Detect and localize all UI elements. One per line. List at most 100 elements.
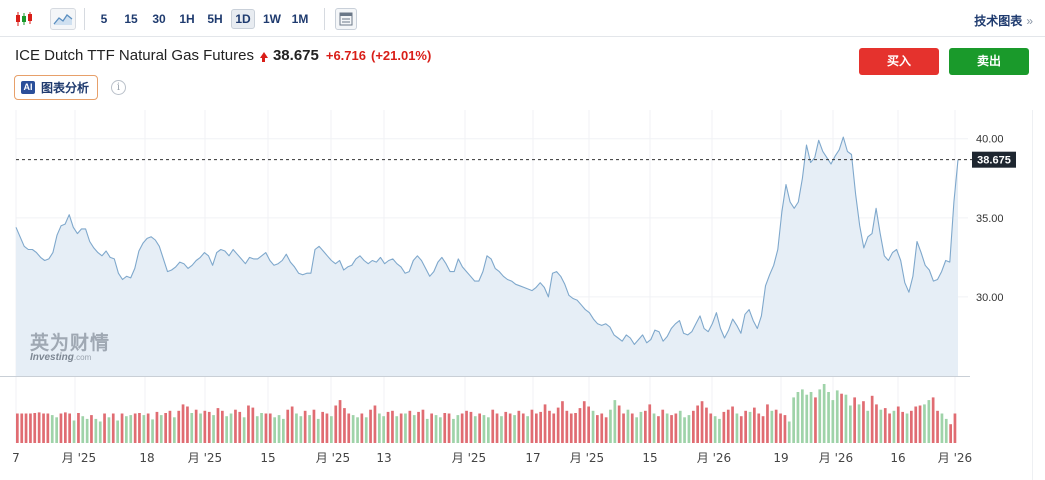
layout-icon[interactable] bbox=[335, 8, 357, 30]
interval-15[interactable]: 15 bbox=[124, 12, 138, 26]
volume-bar bbox=[613, 400, 617, 443]
interval-1d[interactable]: 1D bbox=[231, 9, 255, 29]
price-chart[interactable]: 38.675 30.00 35.00 40.00 7 月 '25 18 月 '25 15 月 '2… bbox=[0, 110, 1045, 480]
volume-bar bbox=[822, 384, 826, 443]
area-chart-icon[interactable] bbox=[50, 8, 76, 30]
candlestick-icon[interactable] bbox=[11, 8, 37, 30]
x-tick-label: 15 bbox=[260, 451, 275, 465]
investing-logo: 英为财情 Investing.com bbox=[30, 328, 110, 363]
x-tick-label: 月 '25 bbox=[62, 451, 96, 465]
volume-bar bbox=[72, 420, 76, 443]
x-tick-label: 月 '26 bbox=[697, 451, 731, 465]
volume-bar bbox=[849, 405, 852, 443]
volume-bar bbox=[77, 413, 80, 443]
volume-bar bbox=[543, 404, 547, 443]
volume-bar bbox=[151, 419, 154, 443]
volume-bar bbox=[574, 413, 577, 443]
interval-5h[interactable]: 5H bbox=[207, 12, 223, 26]
interval-30[interactable]: 30 bbox=[152, 12, 166, 26]
volume-bar bbox=[68, 413, 71, 443]
volume-bar bbox=[844, 394, 848, 443]
volume-bar bbox=[866, 410, 870, 443]
volume-bar bbox=[792, 397, 795, 443]
volume-bar bbox=[251, 407, 255, 443]
x-tick-label: 月 '25 bbox=[452, 451, 486, 465]
x-tick-label: 19 bbox=[773, 451, 788, 465]
volume-bar bbox=[29, 413, 32, 443]
volume-bar bbox=[225, 416, 228, 443]
interval-1h[interactable]: 1H bbox=[179, 12, 195, 26]
volume-bar bbox=[840, 393, 843, 443]
volume-bar bbox=[883, 408, 887, 443]
volume-bar bbox=[33, 413, 37, 443]
volume-bar bbox=[770, 410, 774, 443]
volume-bar bbox=[255, 416, 259, 443]
volume-bar bbox=[456, 415, 460, 443]
volume-bar bbox=[670, 415, 673, 443]
volume-bar bbox=[129, 415, 133, 443]
volume-bar bbox=[447, 413, 451, 443]
x-tick-label: 15 bbox=[642, 451, 657, 465]
volume-bar bbox=[412, 415, 416, 443]
volume-bar bbox=[168, 410, 172, 443]
volume-bar bbox=[399, 413, 403, 443]
volume-bar bbox=[312, 409, 316, 443]
volume-bar bbox=[242, 417, 246, 443]
volume-bar bbox=[111, 413, 115, 443]
instrument-name: ICE Dutch TTF Natural Gas Futures bbox=[15, 47, 254, 64]
volume-bar bbox=[469, 411, 473, 443]
volume-bar bbox=[487, 417, 490, 443]
volume-bar bbox=[473, 416, 477, 443]
volume-bar bbox=[940, 413, 944, 443]
interval-5[interactable]: 5 bbox=[100, 12, 108, 26]
chart-toolbar: 5 15 30 1H 5H 1D 1W 1M 技术图表» bbox=[0, 0, 1045, 37]
info-icon[interactable]: i bbox=[111, 80, 126, 95]
volume-bar bbox=[600, 413, 604, 443]
watermark-en: Investing.com bbox=[30, 352, 110, 363]
volume-bar bbox=[692, 410, 695, 443]
buy-button[interactable]: 买入 bbox=[859, 48, 939, 75]
volume-bar bbox=[705, 407, 708, 443]
volume-bar bbox=[203, 410, 207, 443]
volume-bar bbox=[853, 397, 856, 443]
volume-bar bbox=[268, 413, 272, 443]
volume-bar bbox=[923, 404, 926, 443]
volume-bar bbox=[901, 411, 904, 443]
volume-bar bbox=[936, 410, 939, 443]
volume-bar bbox=[373, 405, 377, 443]
y-tick-label: 40.00 bbox=[976, 134, 1004, 146]
volume-bar bbox=[308, 415, 311, 443]
volume-bar bbox=[81, 416, 85, 443]
volume-bar bbox=[338, 400, 342, 443]
last-price-label-bg bbox=[972, 151, 1016, 168]
chart-right-border bbox=[1032, 110, 1033, 480]
watermark-en-name: Investing bbox=[30, 352, 74, 363]
volume-bar bbox=[378, 413, 381, 443]
volume-bar bbox=[508, 413, 512, 443]
sell-button[interactable]: 卖出 bbox=[949, 48, 1029, 75]
volume-bar bbox=[164, 413, 167, 443]
chart-analysis-label: 图表分析 bbox=[41, 81, 90, 95]
volume-bar bbox=[277, 415, 281, 443]
volume-bar bbox=[303, 410, 307, 443]
volume-bar bbox=[343, 408, 346, 443]
volume-bar bbox=[892, 410, 896, 443]
volume-bar bbox=[173, 417, 176, 443]
volume-bar bbox=[652, 413, 656, 443]
volume-bar bbox=[138, 413, 141, 443]
volume-bar bbox=[888, 413, 891, 443]
volume-bar bbox=[299, 416, 303, 443]
interval-1w[interactable]: 1W bbox=[263, 12, 281, 26]
interval-1m[interactable]: 1M bbox=[291, 12, 309, 26]
volume-bar bbox=[831, 400, 835, 443]
volume-bar bbox=[944, 418, 948, 443]
watermark-cn: 英为财情 bbox=[30, 332, 111, 354]
chart-analysis-button[interactable]: AI 图表分析 bbox=[14, 75, 99, 100]
arrow-up-icon bbox=[259, 52, 268, 62]
technical-chart-link[interactable]: 技术图表» bbox=[974, 12, 1033, 29]
volume-bar bbox=[761, 416, 765, 443]
volume-bar bbox=[582, 401, 586, 443]
volume-bar bbox=[914, 406, 918, 443]
volume-bar bbox=[369, 409, 372, 443]
volume-bar bbox=[530, 409, 534, 443]
